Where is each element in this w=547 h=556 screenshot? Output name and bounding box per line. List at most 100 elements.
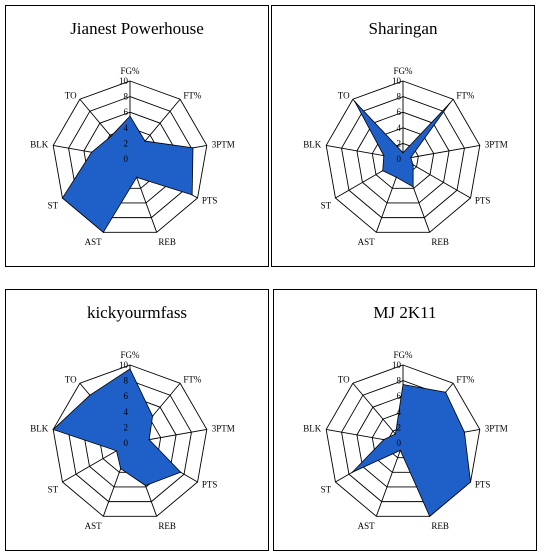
category-label: FG%: [120, 350, 140, 360]
category-label: TO: [65, 374, 77, 384]
category-label: BLK: [30, 424, 49, 434]
category-label: AST: [85, 521, 103, 531]
grid-ring: [341, 96, 465, 219]
category-label: REB: [158, 521, 176, 531]
data-point: [394, 433, 397, 435]
data-point: [89, 394, 91, 396]
tick-label: 8: [397, 92, 402, 102]
category-label: PTS: [202, 480, 218, 490]
data-point: [151, 415, 154, 417]
data-point: [136, 176, 138, 178]
data-point: [402, 383, 404, 386]
category-label: FT%: [456, 90, 475, 100]
tick-label: 6: [397, 391, 402, 401]
data-point: [180, 471, 182, 473]
tick-label: 10: [392, 360, 402, 370]
category-label: FG%: [393, 66, 413, 76]
data-point: [129, 115, 131, 117]
grid-ring: [325, 364, 481, 517]
tick-label: 10: [392, 76, 402, 86]
tick-label: 10: [119, 76, 129, 86]
axis-spoke: [375, 442, 404, 517]
series-area: [52, 368, 182, 486]
category-label: ST: [48, 485, 59, 495]
tick-label: 2: [397, 422, 402, 432]
data-point: [429, 515, 431, 517]
grid-ring: [356, 111, 450, 204]
tick-label: 6: [124, 391, 129, 401]
chart-title: MJ 2K11: [373, 303, 437, 322]
category-label: TO: [338, 90, 350, 100]
tick-label: 8: [124, 92, 129, 102]
chart-title: Sharingan: [368, 19, 438, 38]
category-label: ST: [321, 201, 332, 211]
data-point: [148, 439, 150, 441]
category-label: AST: [358, 521, 376, 531]
data-point: [469, 481, 472, 483]
tick-label: 6: [397, 107, 402, 117]
category-label: BLK: [303, 140, 322, 150]
grid-ring: [325, 80, 481, 233]
data-point: [383, 439, 385, 441]
tick-label: 8: [397, 376, 402, 386]
category-label: FT%: [456, 374, 475, 384]
category-label: PTS: [475, 196, 491, 206]
data-point: [191, 194, 193, 196]
tick-label: 4: [124, 407, 129, 417]
data-point: [144, 484, 147, 487]
category-label: REB: [431, 521, 449, 531]
category-label: 3PTM: [485, 140, 508, 150]
data-point: [120, 468, 122, 470]
grid-ring: [68, 96, 192, 219]
category-label: BLK: [303, 424, 322, 434]
data-point: [463, 431, 466, 433]
series-area: [354, 101, 450, 188]
category-label: REB: [158, 237, 176, 247]
axis-spoke: [402, 145, 480, 160]
tick-label: 0: [397, 154, 402, 164]
data-point: [410, 157, 412, 159]
axis-spoke: [352, 382, 404, 444]
axis-spoke: [402, 158, 471, 199]
radar-panel-jianest-powerhouse: Jianest Powerhouse 0 2 4 6 8 10 FG% FT% 3PTM PTS R…: [5, 5, 269, 267]
category-label: 3PTM: [485, 424, 508, 434]
data-point: [412, 186, 414, 188]
tick-label: 0: [124, 438, 129, 448]
tick-label: 2: [124, 138, 129, 148]
category-label: PTS: [202, 196, 218, 206]
data-point: [90, 151, 93, 153]
grid-ring: [83, 111, 177, 204]
data-point: [110, 135, 112, 137]
data-point: [395, 176, 397, 178]
category-label: 3PTM: [212, 140, 235, 150]
data-point: [402, 152, 404, 154]
tick-label: 10: [119, 360, 129, 370]
data-point: [399, 449, 401, 451]
radar-panel-sharingan: Sharingan 0 2 4 6 8 10 FG% FT% 3PTM PTS REB AST ST BL…: [271, 5, 535, 267]
tick-label: 2: [397, 138, 402, 148]
chart-title: Jianest Powerhouse: [70, 19, 204, 38]
category-label: FG%: [393, 350, 413, 360]
tick-label: 6: [124, 107, 129, 117]
tick-label: 4: [124, 123, 129, 133]
series-area: [61, 115, 194, 233]
tick-label: 8: [124, 376, 129, 386]
category-label: AST: [358, 237, 376, 247]
data-point: [382, 170, 384, 172]
data-point: [412, 164, 414, 166]
series-area: [352, 384, 471, 517]
tick-label: 0: [124, 154, 129, 164]
chart-title: kickyourmfass: [86, 303, 188, 322]
radar-panel-mj-2k11: MJ 2K11 0 2 4 6 8 10 FG% FT% 3PTM PTS REB AST ST BLK T…: [273, 289, 537, 551]
data-point: [52, 428, 54, 431]
category-label: ST: [321, 485, 332, 495]
data-point: [449, 102, 451, 105]
data-point: [115, 450, 118, 452]
category-label: FT%: [183, 374, 202, 384]
category-label: 3PTM: [212, 424, 235, 434]
data-point: [102, 231, 104, 233]
